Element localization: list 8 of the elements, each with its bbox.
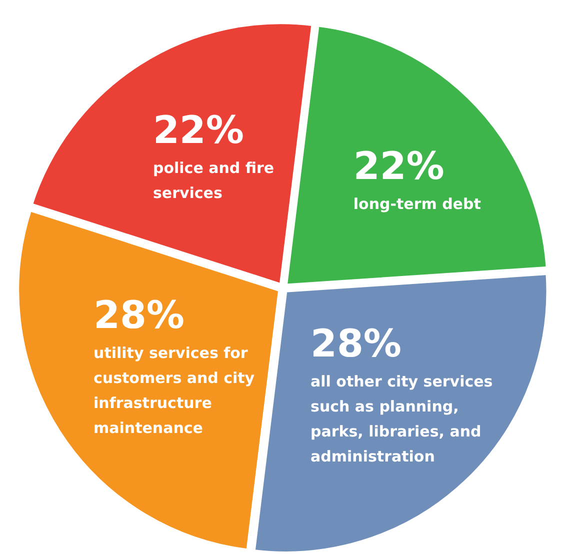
- slice-label: all other city services such as planning, parks, libraries, and administration: [310, 372, 493, 466]
- data-label: 22%: [152, 108, 244, 152]
- data-label: 28%: [310, 321, 402, 366]
- slice-label: utility services for customers and city infrastructure maintenance: [94, 344, 255, 437]
- data-label: 22%: [353, 144, 444, 188]
- data-label: 28%: [94, 292, 184, 337]
- slice-label: long-term debt: [353, 195, 481, 214]
- slice-label: police and fire services: [152, 158, 274, 202]
